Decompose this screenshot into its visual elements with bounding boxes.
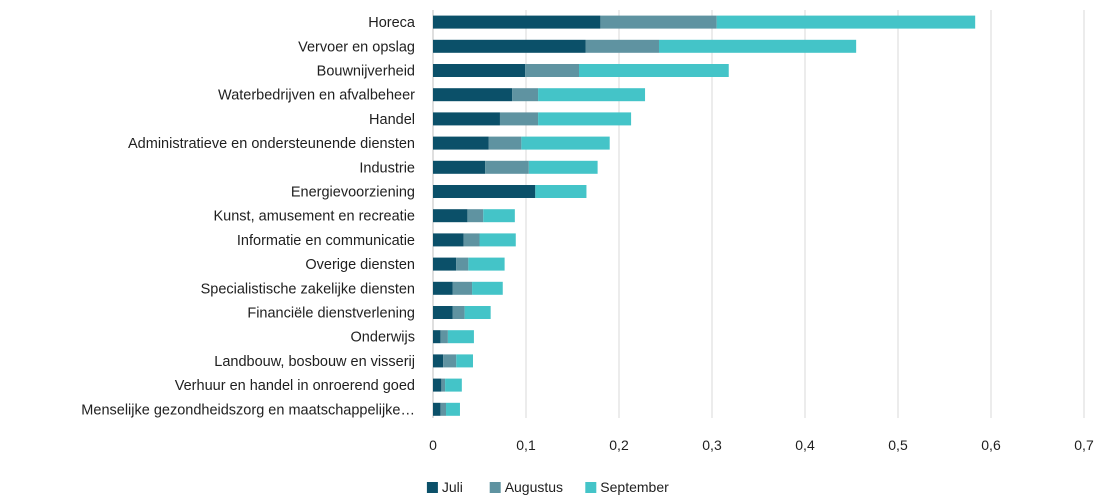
bar-segment xyxy=(440,330,448,344)
bar-segment xyxy=(535,185,587,198)
category-label: Bouwnijverheid xyxy=(317,64,415,80)
category-label: Informatie en communicatie xyxy=(237,233,415,249)
category-labels: Horeca Vervoer en opslag Bouwnijverheid Wat… xyxy=(81,15,416,418)
bar-segment xyxy=(433,88,513,102)
bar-segment xyxy=(488,136,522,150)
bar-segment xyxy=(525,64,580,77)
bar-segment xyxy=(485,160,529,174)
bar-segment xyxy=(538,112,632,126)
bar-segment xyxy=(433,64,526,77)
bar-segment xyxy=(433,354,444,368)
bar-segment xyxy=(538,88,646,102)
legend-swatch xyxy=(489,482,501,493)
bar-segment xyxy=(433,160,486,174)
category-label: Specialistische zakelijke diensten xyxy=(201,281,415,297)
bar-segment xyxy=(446,402,460,416)
bar-segment xyxy=(433,209,468,223)
category-label: Onderwijs xyxy=(351,330,415,346)
bars xyxy=(433,15,976,416)
bar-segment xyxy=(433,112,500,126)
bar-segment xyxy=(433,402,441,416)
legend-swatch xyxy=(426,482,438,493)
category-label: Menselijke gezondheidszorg en maatschapp… xyxy=(81,402,415,418)
bar-segment xyxy=(463,233,480,247)
bar-segment xyxy=(499,112,539,126)
category-label: Kunst, amusement en recreatie xyxy=(214,209,416,225)
bar-segment xyxy=(521,136,610,150)
category-label: Financiële dienstverlening xyxy=(247,306,415,322)
category-label: Vervoer en opslag xyxy=(298,39,415,55)
bar-segment xyxy=(433,330,441,344)
x-tick-labels: 0 0,1 0,2 0,3 0,4 0,5 0,6 0,7 xyxy=(429,437,1094,453)
bar-segment xyxy=(585,39,659,53)
x-tick-label: 0,1 xyxy=(516,437,536,453)
category-label: Administratieve en ondersteunende dienst… xyxy=(128,136,415,152)
bar-segment xyxy=(441,378,446,392)
bar-segment xyxy=(479,233,516,247)
bar-segment xyxy=(445,378,462,392)
bar-segment xyxy=(472,281,503,295)
x-tick-label: 0,4 xyxy=(795,437,815,453)
bar-segment xyxy=(658,39,857,53)
category-label: Industrie xyxy=(359,160,415,176)
category-label: Waterbedrijven en afvalbeheer xyxy=(218,88,415,104)
legend-swatch xyxy=(585,482,597,493)
legend: Juli Augustus September xyxy=(426,479,669,495)
bar-segment xyxy=(456,354,473,368)
bar-segment xyxy=(512,88,539,102)
bar-segment xyxy=(716,15,976,29)
category-label: Horeca xyxy=(368,15,416,31)
x-tick-label: 0 xyxy=(429,437,437,453)
gridlines xyxy=(432,10,1085,418)
bar-segment xyxy=(443,354,457,368)
legend-label: Augustus xyxy=(505,479,563,495)
legend-label: September xyxy=(600,479,669,495)
bar-segment xyxy=(467,209,484,223)
bar-segment xyxy=(600,15,717,29)
bar-segment xyxy=(433,257,457,271)
bar-segment xyxy=(440,402,447,416)
category-label: Verhuur en handel in onroerend goed xyxy=(175,378,415,394)
bar-segment xyxy=(579,64,729,77)
x-tick-label: 0,3 xyxy=(702,437,722,453)
bar-segment xyxy=(433,136,489,150)
bar-segment xyxy=(433,306,453,319)
x-tick-label: 0,7 xyxy=(1074,437,1094,453)
bar-segment xyxy=(452,306,465,319)
bar-segment xyxy=(433,15,601,29)
bar-segment xyxy=(433,281,453,295)
category-label: Overige diensten xyxy=(305,257,415,273)
bar-segment xyxy=(528,160,598,174)
bar-segment xyxy=(456,257,469,271)
bar-segment xyxy=(483,209,515,223)
x-tick-label: 0,6 xyxy=(981,437,1001,453)
x-tick-label: 0,2 xyxy=(609,437,629,453)
bar-segment xyxy=(433,39,586,53)
category-label: Handel xyxy=(369,112,415,128)
bar-segment xyxy=(468,257,505,271)
category-label: Energievoorziening xyxy=(291,185,415,201)
bar-segment xyxy=(433,185,536,198)
bar-segment xyxy=(433,233,464,247)
category-label: Landbouw, bosbouw en visserij xyxy=(214,354,415,370)
bar-segment xyxy=(464,306,491,319)
bar-segment xyxy=(452,281,473,295)
x-tick-label: 0,5 xyxy=(888,437,908,453)
bar-segment xyxy=(447,330,474,344)
bar-segment xyxy=(433,378,442,392)
legend-label: Juli xyxy=(442,479,463,495)
